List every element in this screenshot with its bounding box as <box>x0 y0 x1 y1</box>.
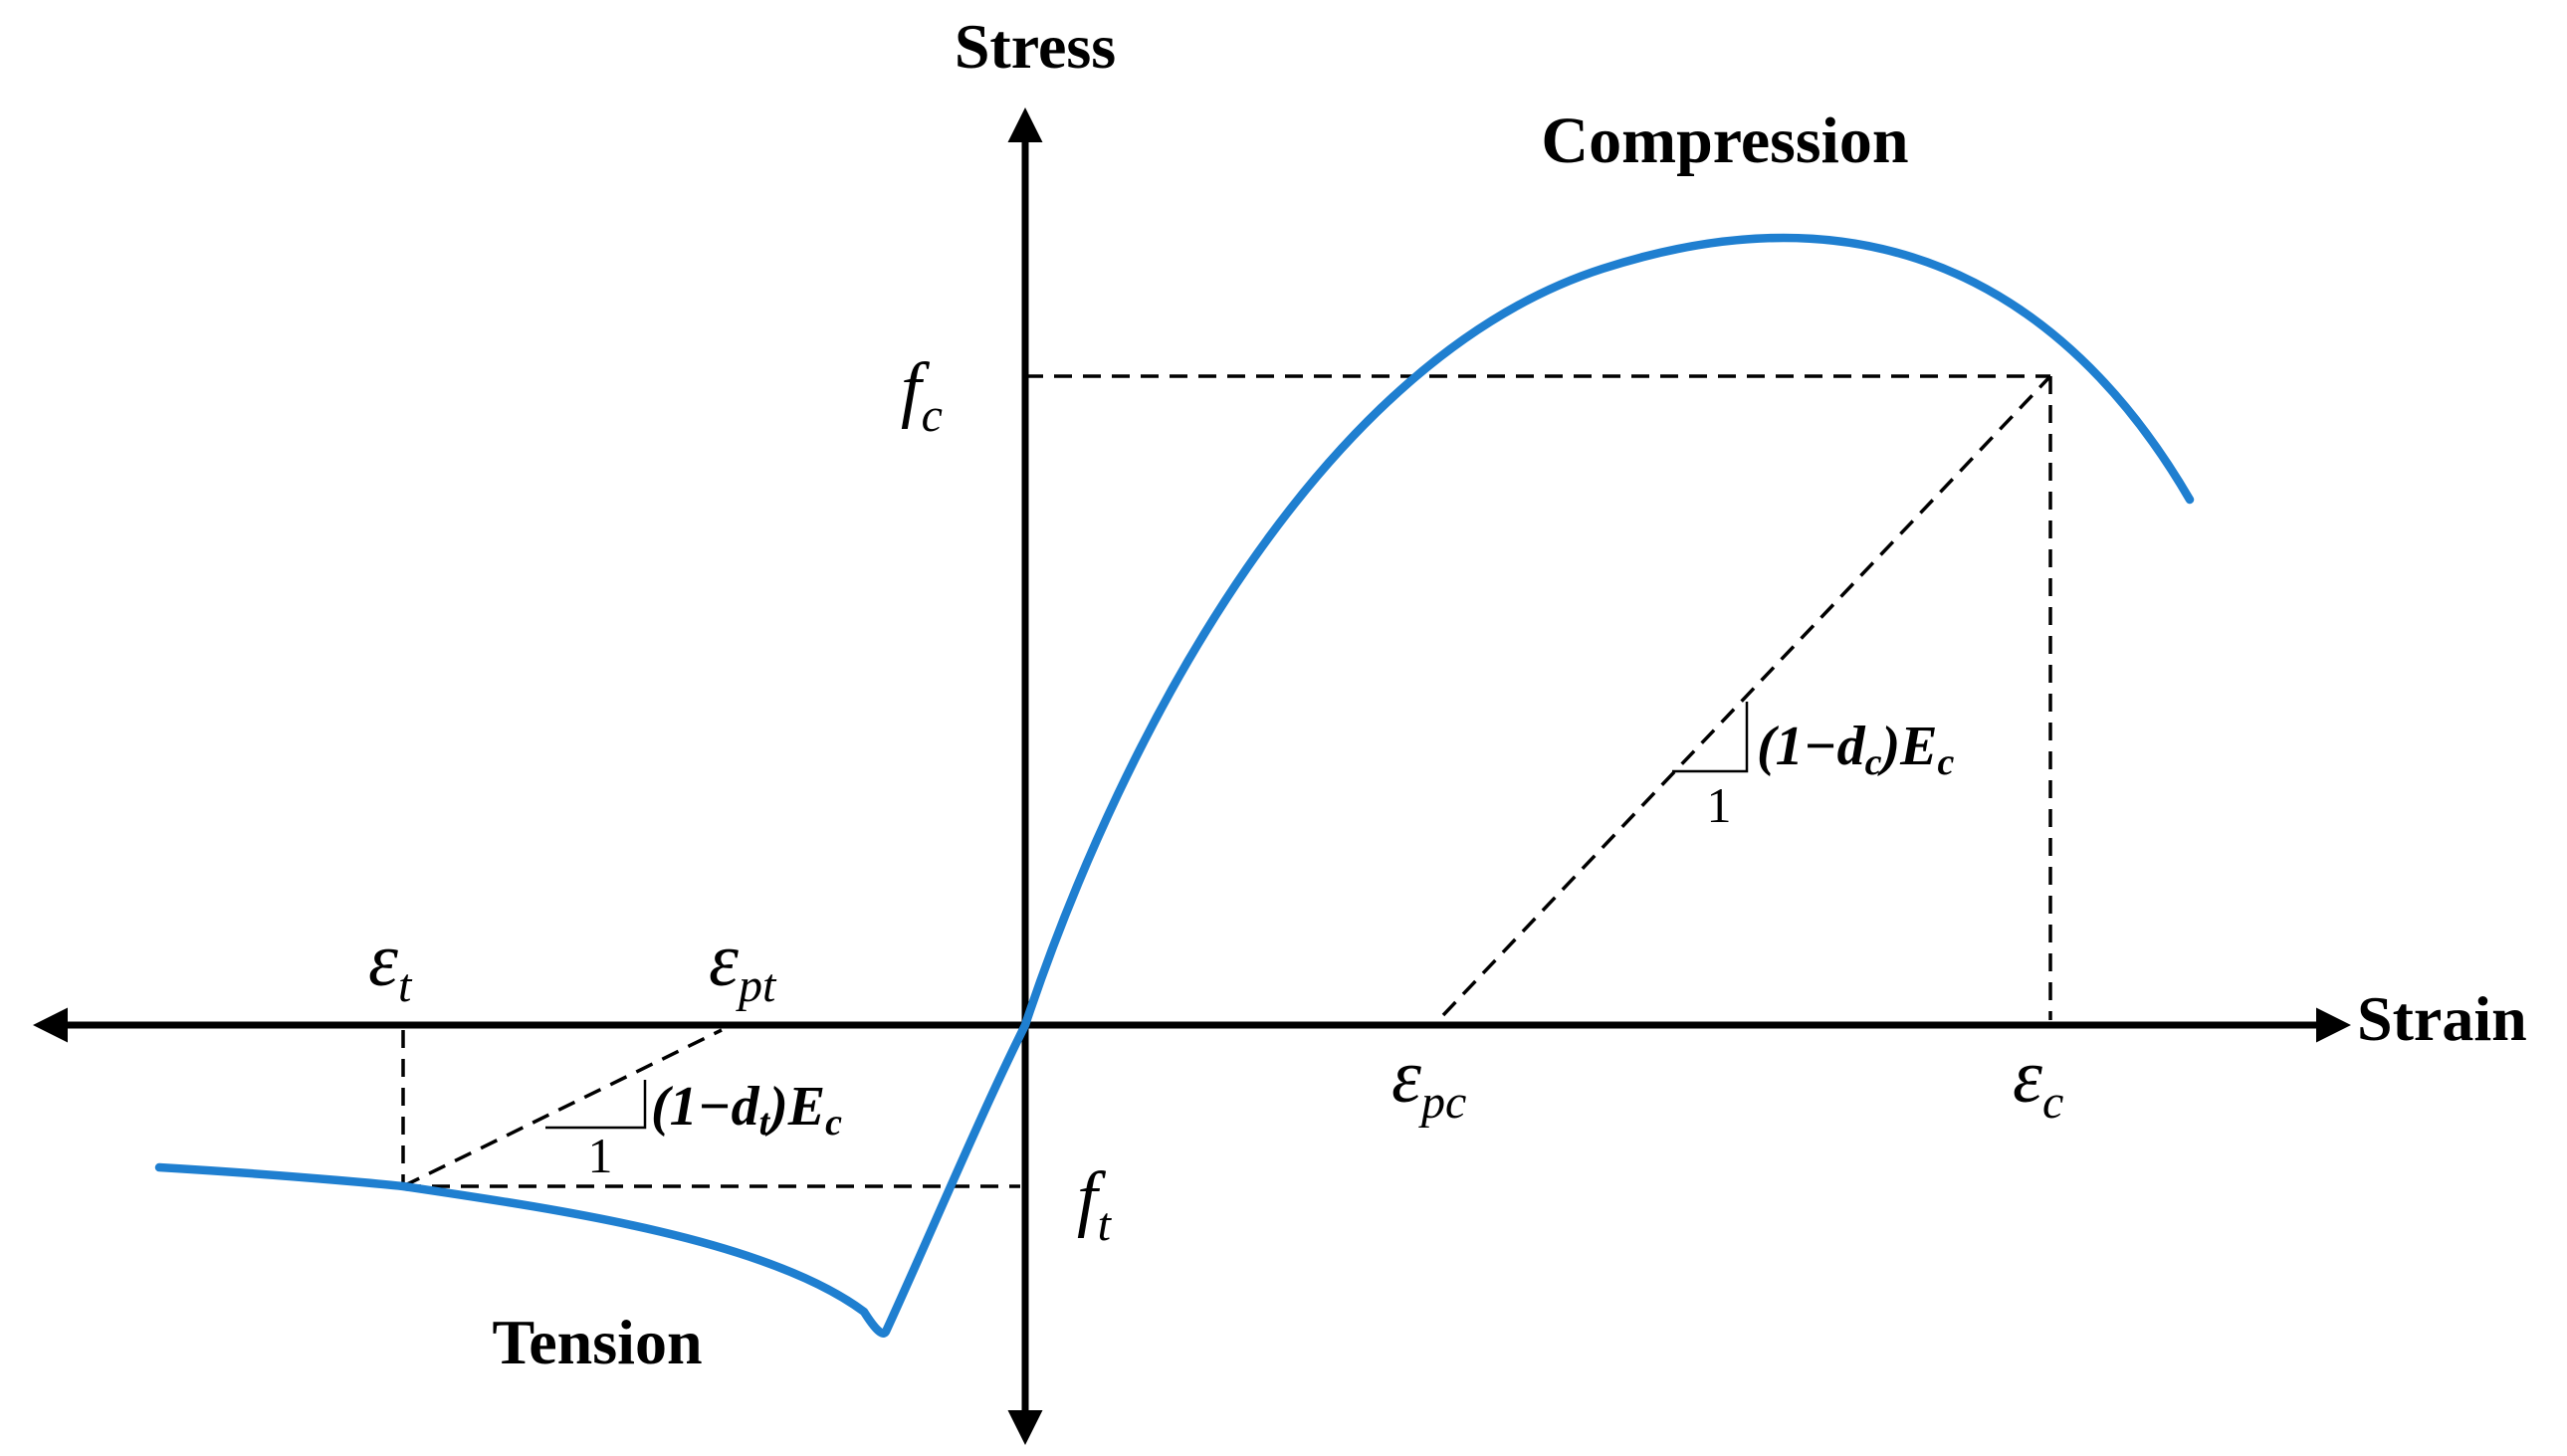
stress-axis-label: Stress <box>955 11 1116 82</box>
tension-slope-label: (1−dt)Ec <box>651 1076 842 1144</box>
tension-label: Tension <box>492 1307 702 1377</box>
eps-pt-label: εpt <box>709 919 777 1012</box>
eps-c-label: εc <box>2013 1035 2063 1129</box>
compression-slope-unit: 1 <box>1707 777 1732 833</box>
compression-slope-triangle <box>1672 702 1749 773</box>
tension-slope-unit: 1 <box>588 1128 613 1183</box>
compression-unloading-line <box>1441 374 2052 1017</box>
eps-pc-label: εpc <box>1391 1035 1466 1129</box>
stress-strain-curve <box>154 233 2195 1338</box>
ft-label: ft <box>1077 1157 1113 1251</box>
eps-t-label: εt <box>368 919 413 1012</box>
fc-label: fc <box>901 348 943 442</box>
compression-slope-label: (1−dc)Ec <box>1757 716 1954 783</box>
strain-axis-label: Strain <box>2357 983 2527 1054</box>
compression-label: Compression <box>1541 104 1908 177</box>
tension-unloading-line <box>402 1028 723 1188</box>
tension-slope-triangle <box>545 1080 647 1130</box>
